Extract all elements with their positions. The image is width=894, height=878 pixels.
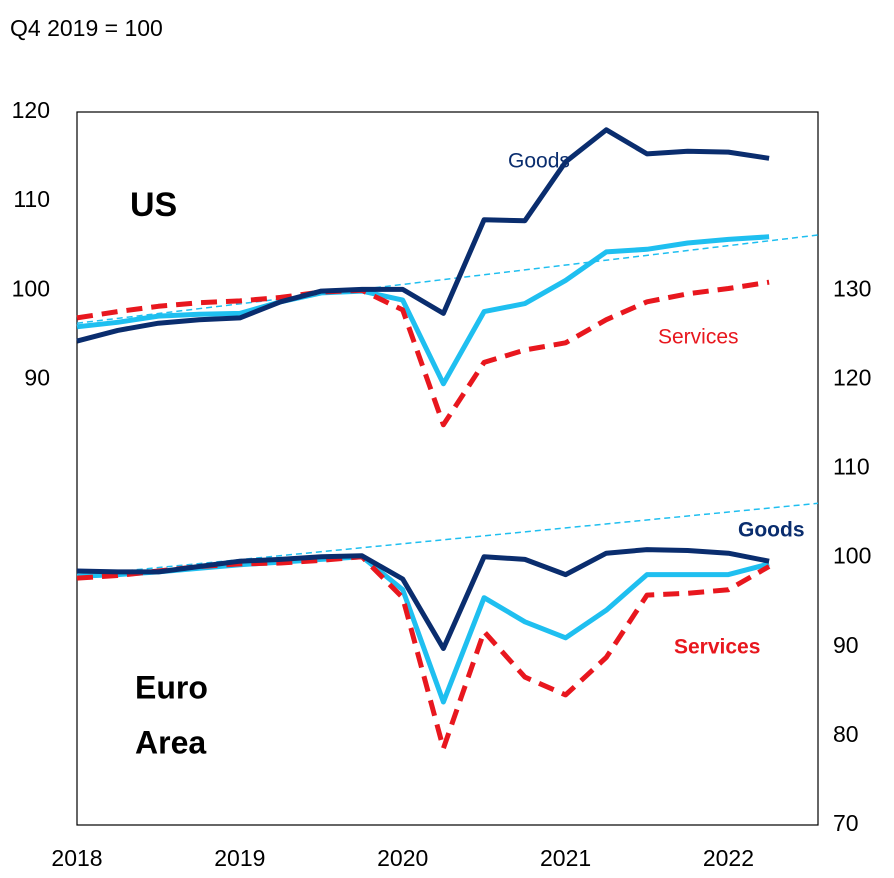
annotation: US	[130, 186, 177, 224]
trend-line	[76, 502, 819, 577]
y2-tick-label: 80	[833, 721, 859, 747]
x-tick-label: 2018	[51, 845, 102, 871]
y2-tick-label: 130	[833, 275, 871, 301]
x-tick-label: 2022	[703, 845, 754, 871]
data-line	[76, 547, 770, 651]
y2-tick-label: 70	[833, 810, 859, 836]
y2-tick-label: 90	[833, 632, 859, 658]
annotation: Euro	[135, 669, 208, 705]
y-tick-label: 110	[13, 186, 50, 212]
data-line	[76, 279, 770, 428]
y2-tick-label: 100	[833, 543, 871, 569]
y2-tick-label: 110	[833, 454, 870, 480]
y2-tick-label: 120	[833, 364, 871, 390]
annotation: Services	[658, 326, 739, 349]
plot-frame	[76, 111, 819, 826]
y-tick-label: 100	[12, 275, 50, 301]
annotation: Goods	[738, 519, 805, 542]
annotation: Services	[674, 636, 760, 659]
annotation: Goods	[508, 150, 570, 173]
trend-line	[76, 234, 819, 324]
chart-subtitle: Q4 2019 = 100	[10, 15, 163, 41]
x-tick-label: 2020	[377, 845, 428, 871]
x-tick-label: 2021	[540, 845, 591, 871]
annotation: Area	[135, 724, 206, 760]
x-tick-label: 2019	[214, 845, 265, 871]
y-tick-label: 90	[24, 364, 50, 390]
data-line	[76, 234, 770, 387]
data-line	[76, 127, 770, 344]
y-tick-label: 120	[12, 97, 50, 123]
